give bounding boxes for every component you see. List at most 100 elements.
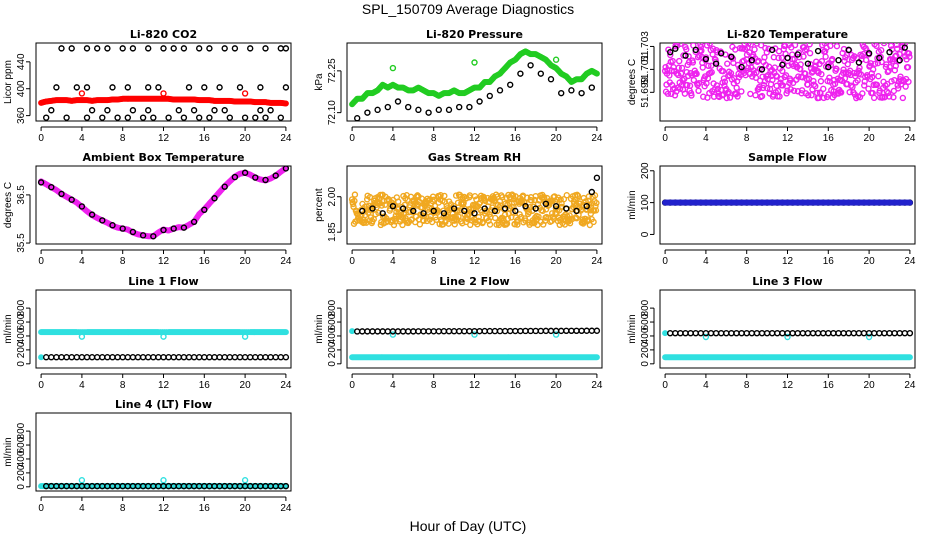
data-point — [221, 183, 228, 190]
data-point — [486, 92, 493, 100]
data-point — [262, 114, 269, 121]
data-point — [277, 354, 284, 361]
data-point — [692, 46, 699, 54]
x-tick-label: 4 — [703, 133, 709, 144]
data-point — [825, 63, 832, 71]
x-tick-label: 24 — [904, 380, 916, 391]
data-point — [591, 192, 599, 199]
data-point — [99, 114, 106, 121]
data-point — [104, 45, 111, 52]
data-point — [818, 71, 825, 78]
data-point — [806, 50, 814, 57]
data-point — [758, 329, 766, 337]
data-point — [688, 92, 695, 99]
data-point — [471, 331, 478, 338]
y-axis-label: Licor ppm — [3, 60, 14, 104]
data-point — [568, 87, 575, 94]
data-point — [833, 65, 840, 73]
data-point — [119, 45, 126, 52]
data-point — [675, 64, 682, 71]
data-point — [231, 45, 239, 52]
data-point — [776, 93, 783, 100]
y-axis-label: ml/min — [627, 314, 638, 343]
data-point — [359, 207, 366, 215]
data-point — [257, 107, 264, 114]
y-tick-label: 0 — [327, 361, 338, 367]
data-point — [466, 103, 473, 111]
data-point — [416, 221, 424, 228]
x-tick-label: 24 — [904, 133, 916, 144]
data-point — [435, 328, 442, 335]
data-point — [672, 329, 679, 337]
y-tick-label: 0 — [640, 361, 651, 367]
data-point — [522, 327, 529, 335]
data-point — [512, 327, 519, 335]
y-tick-label: 600 — [16, 436, 27, 453]
data-point — [93, 45, 101, 52]
data-point — [694, 53, 702, 61]
data-point — [810, 77, 817, 85]
data-point — [83, 354, 91, 361]
data-point — [865, 85, 872, 92]
data-point — [532, 327, 539, 335]
data-point — [733, 329, 740, 337]
data-point — [241, 169, 249, 176]
data-point — [471, 327, 478, 335]
data-point — [491, 207, 499, 215]
data-point — [78, 477, 86, 484]
plot-marks — [662, 329, 914, 361]
data-point — [712, 329, 720, 337]
data-point — [822, 53, 829, 60]
data-point — [699, 64, 706, 71]
data-point — [160, 45, 167, 52]
data-point — [450, 328, 458, 335]
data-point — [685, 53, 692, 60]
data-point — [476, 98, 483, 105]
data-point — [728, 53, 735, 60]
data-point — [578, 327, 585, 335]
data-point — [779, 67, 786, 75]
data-point — [794, 329, 801, 337]
data-point — [887, 43, 895, 49]
data-point — [150, 354, 157, 361]
data-point — [781, 43, 789, 50]
data-point — [574, 192, 582, 200]
data-point — [537, 70, 544, 77]
data-point — [160, 90, 167, 97]
data-point — [405, 328, 412, 335]
data-point — [221, 354, 228, 361]
data-point — [201, 84, 208, 91]
data-point — [774, 329, 781, 337]
plot-frame — [659, 165, 916, 245]
data-point — [369, 205, 376, 212]
panel-title: Line 2 Flow — [439, 275, 509, 288]
data-point — [697, 43, 705, 51]
data-point — [430, 196, 438, 203]
x-tick-label: 24 — [280, 133, 292, 144]
data-point — [481, 205, 488, 212]
y-tick-label: 400 — [16, 450, 27, 467]
data-point — [496, 87, 504, 94]
data-point — [761, 54, 768, 61]
data-point — [160, 477, 167, 484]
data-point — [394, 98, 402, 105]
y-tick-label: 72.25 — [327, 58, 338, 83]
y-axis-label: degrees C — [3, 182, 14, 228]
data-point — [129, 107, 137, 114]
data-point — [814, 329, 822, 337]
x-tick-label: 12 — [158, 380, 170, 391]
data-point — [873, 81, 881, 89]
x-tick-label: 20 — [864, 380, 876, 391]
data-point — [593, 327, 601, 334]
data-point — [593, 199, 600, 207]
data-point — [236, 84, 244, 91]
data-point — [892, 62, 899, 70]
y-tick-label: 400 — [327, 327, 338, 344]
data-point — [718, 50, 725, 57]
data-point — [861, 82, 868, 89]
x-tick-label: 8 — [120, 503, 126, 514]
data-point — [58, 190, 65, 198]
data-point — [195, 354, 203, 361]
data-point — [246, 45, 254, 52]
data-point — [369, 328, 376, 335]
